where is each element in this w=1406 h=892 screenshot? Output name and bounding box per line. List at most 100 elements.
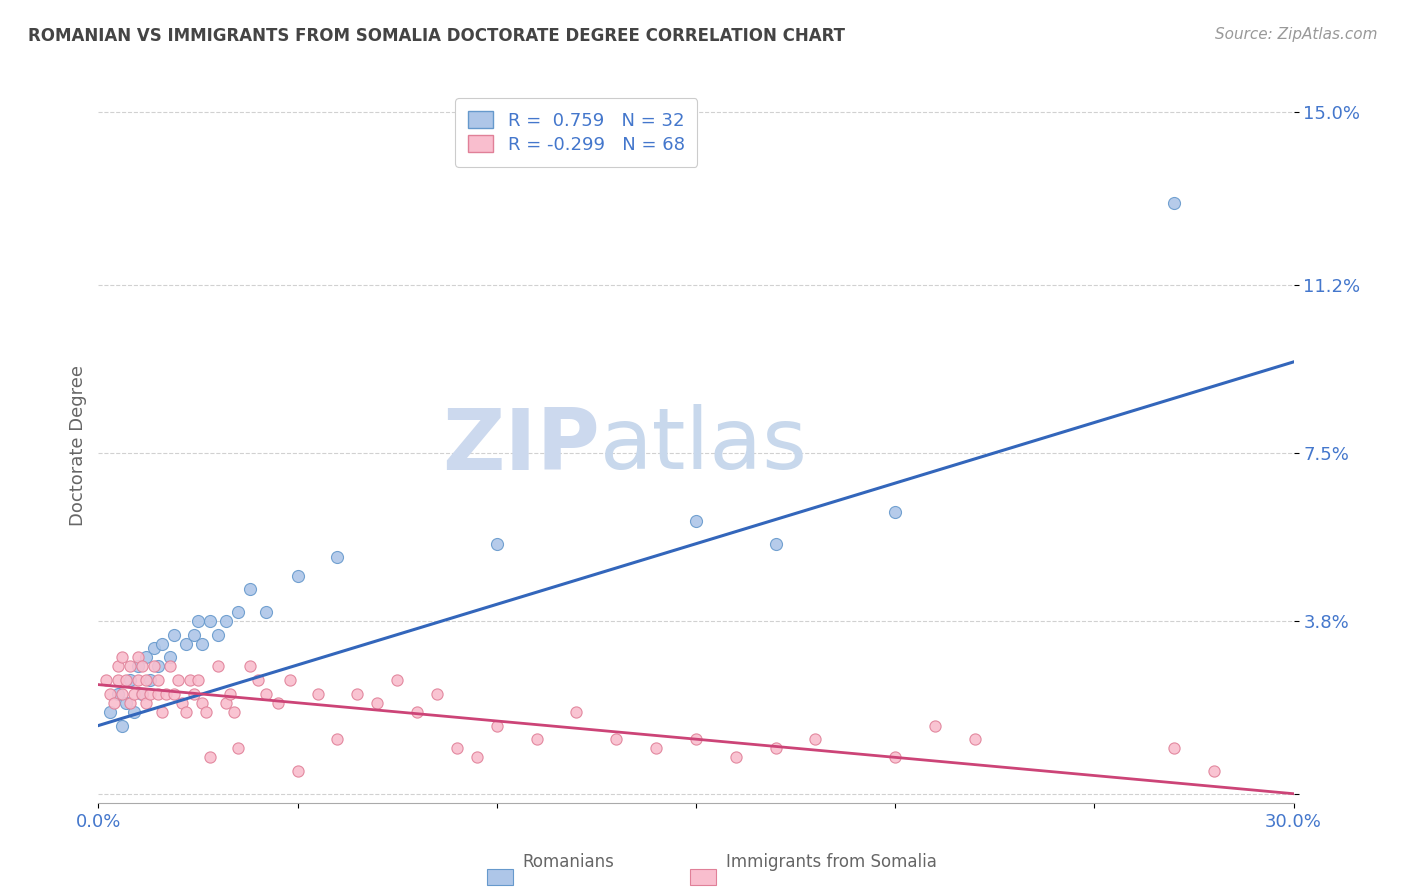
Point: [111, 687, 134, 701]
Legend: R =  0.759   N = 32, R = -0.299   N = 68: R = 0.759 N = 32, R = -0.299 N = 68: [456, 98, 697, 167]
Point: [194, 705, 218, 719]
FancyBboxPatch shape: [486, 869, 513, 885]
Point: [183, 687, 205, 701]
Point: [765, 537, 787, 551]
Point: [485, 718, 508, 732]
Point: [131, 659, 153, 673]
Point: [385, 673, 409, 687]
Point: [924, 718, 946, 732]
Point: [98, 687, 122, 701]
Point: [963, 732, 986, 747]
Point: [219, 687, 242, 701]
Point: [1163, 195, 1185, 210]
Point: [346, 687, 368, 701]
Point: [267, 696, 290, 710]
Point: [111, 718, 134, 732]
Point: [246, 673, 269, 687]
Point: [135, 673, 157, 687]
Text: atlas: atlas: [600, 404, 808, 488]
Point: [120, 696, 142, 710]
Point: [127, 650, 149, 665]
Point: [174, 637, 197, 651]
Point: [131, 687, 153, 701]
Point: [191, 637, 214, 651]
Point: [148, 687, 170, 701]
Point: [127, 659, 149, 673]
Point: [148, 673, 170, 687]
Point: [107, 659, 129, 673]
Point: [131, 687, 153, 701]
Point: [884, 505, 907, 519]
Point: [207, 659, 229, 673]
Point: [120, 673, 142, 687]
Text: ZIP: ZIP: [443, 404, 600, 488]
Point: [159, 650, 181, 665]
Point: [167, 673, 190, 687]
Point: [163, 627, 186, 641]
Point: [287, 764, 309, 778]
Point: [207, 627, 229, 641]
Point: [239, 582, 262, 597]
Point: [526, 732, 548, 747]
Point: [1163, 741, 1185, 756]
Text: Romanians: Romanians: [523, 853, 614, 871]
Point: [115, 673, 138, 687]
Point: [278, 673, 301, 687]
Point: [150, 705, 173, 719]
Point: [155, 687, 177, 701]
Point: [685, 514, 707, 528]
Point: [446, 741, 468, 756]
Point: [884, 750, 907, 764]
Point: [765, 741, 787, 756]
Point: [159, 659, 181, 673]
Point: [179, 673, 201, 687]
Point: [172, 696, 194, 710]
Point: [724, 750, 747, 764]
Point: [307, 687, 329, 701]
Point: [107, 673, 129, 687]
Point: [150, 637, 173, 651]
Point: [124, 705, 146, 719]
Point: [254, 687, 277, 701]
Point: [191, 696, 214, 710]
Point: [239, 659, 262, 673]
Point: [1202, 764, 1225, 778]
Point: [222, 705, 245, 719]
Y-axis label: Doctorate Degree: Doctorate Degree: [69, 366, 87, 526]
Point: [326, 550, 349, 565]
Point: [426, 687, 449, 701]
Point: [135, 650, 157, 665]
Point: [187, 614, 209, 628]
Point: [198, 614, 221, 628]
Point: [111, 650, 134, 665]
Point: [143, 659, 166, 673]
Point: [187, 673, 209, 687]
Point: [163, 687, 186, 701]
Point: [148, 659, 170, 673]
Point: [685, 732, 707, 747]
Point: [115, 696, 138, 710]
Point: [174, 705, 197, 719]
Point: [103, 696, 125, 710]
Point: [215, 614, 238, 628]
Point: [183, 627, 205, 641]
Point: [326, 732, 349, 747]
Point: [565, 705, 588, 719]
Point: [287, 568, 309, 582]
Point: [226, 605, 249, 619]
Text: ROMANIAN VS IMMIGRANTS FROM SOMALIA DOCTORATE DEGREE CORRELATION CHART: ROMANIAN VS IMMIGRANTS FROM SOMALIA DOCT…: [28, 27, 845, 45]
Point: [645, 741, 668, 756]
Point: [143, 641, 166, 656]
Point: [215, 696, 238, 710]
Point: [465, 750, 488, 764]
Point: [120, 659, 142, 673]
Point: [98, 705, 122, 719]
Point: [485, 537, 508, 551]
Text: Source: ZipAtlas.com: Source: ZipAtlas.com: [1215, 27, 1378, 42]
Point: [139, 687, 162, 701]
FancyBboxPatch shape: [690, 869, 716, 885]
Point: [406, 705, 429, 719]
Point: [139, 673, 162, 687]
Point: [366, 696, 388, 710]
Point: [226, 741, 249, 756]
